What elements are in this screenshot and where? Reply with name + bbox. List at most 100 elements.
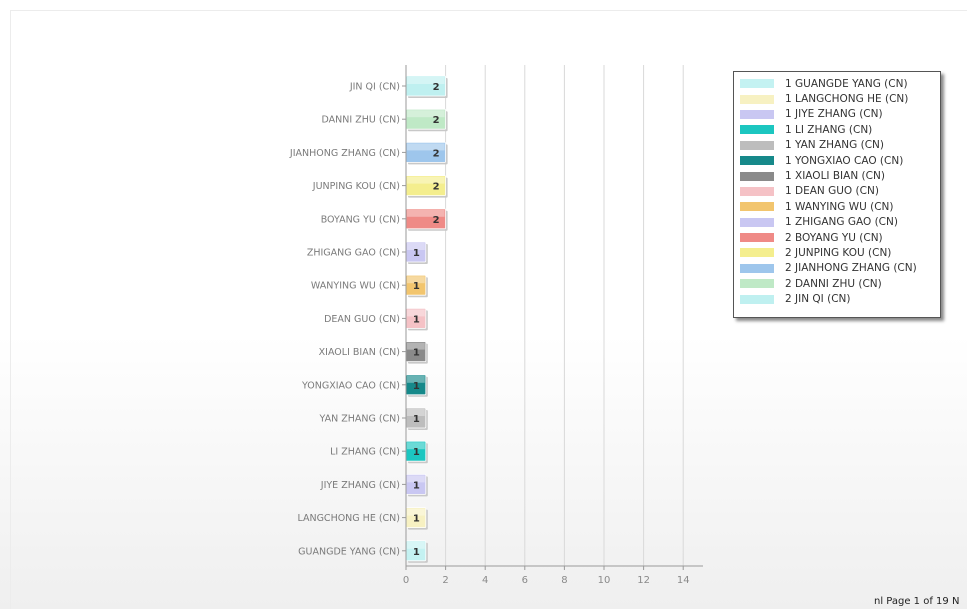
bar-highlight bbox=[407, 475, 425, 483]
category-label: JUNPING KOU (CN) bbox=[312, 181, 400, 192]
data-label: 1 bbox=[413, 414, 420, 425]
legend-label: 1 ZHIGANG GAO (CN) bbox=[785, 216, 898, 229]
legend-item: 1 LI ZHANG (CN) bbox=[740, 122, 940, 137]
legend-item: 1 JIYE ZHANG (CN) bbox=[740, 107, 940, 122]
x-tick-label: 0 bbox=[403, 575, 409, 586]
legend-label: 2 JIANHONG ZHANG (CN) bbox=[785, 262, 917, 275]
category-label: JIYE ZHANG (CN) bbox=[320, 480, 400, 491]
legend-swatch bbox=[740, 171, 774, 181]
legend-item: 1 YAN ZHANG (CN) bbox=[740, 138, 940, 153]
bar-highlight bbox=[407, 409, 425, 416]
legend-item: 1 DEAN GUO (CN) bbox=[740, 184, 940, 199]
data-label: 1 bbox=[413, 547, 420, 558]
legend-item: 1 WANYING WU (CN) bbox=[740, 199, 940, 214]
category-label: DEAN GUO (CN) bbox=[324, 314, 400, 325]
legend-label: 1 JIYE ZHANG (CN) bbox=[785, 108, 883, 121]
category-label: DANNI ZHU (CN) bbox=[322, 115, 400, 126]
x-tick-label: 10 bbox=[598, 575, 611, 586]
x-tick-label: 4 bbox=[482, 575, 488, 586]
data-label: 2 bbox=[433, 115, 440, 126]
legend-swatch bbox=[740, 125, 774, 135]
legend-swatch bbox=[740, 217, 774, 227]
legend-swatch bbox=[740, 202, 774, 212]
legend-swatch bbox=[740, 94, 774, 104]
x-tick-label: 8 bbox=[561, 575, 567, 586]
legend-swatch bbox=[740, 263, 774, 273]
legend-swatch bbox=[740, 156, 774, 166]
legend-label: 1 GUANGDE YANG (CN) bbox=[785, 77, 908, 90]
legend-swatch bbox=[740, 186, 774, 196]
data-label: 2 bbox=[433, 215, 440, 226]
bar-highlight bbox=[407, 143, 445, 151]
legend-label: 1 WANYING WU (CN) bbox=[785, 200, 894, 213]
category-label: ZHIGANG GAO (CN) bbox=[307, 248, 400, 259]
category-label: GUANGDE YANG (CN) bbox=[298, 546, 400, 557]
legend-swatch bbox=[740, 233, 774, 243]
category-label: JIANHONG ZHANG (CN) bbox=[289, 148, 400, 159]
data-label: 2 bbox=[433, 182, 440, 193]
legend-swatch bbox=[740, 294, 774, 304]
x-tick-label: 2 bbox=[442, 575, 448, 586]
bar-highlight bbox=[407, 375, 425, 383]
category-label: BOYANG YU (CN) bbox=[321, 214, 400, 225]
data-label: 1 bbox=[413, 348, 420, 359]
legend-item: 1 YONGXIAO CAO (CN) bbox=[740, 153, 940, 168]
legend-item: 1 GUANGDE YANG (CN) bbox=[740, 76, 940, 91]
legend-swatch bbox=[740, 279, 774, 289]
legend-swatch bbox=[740, 140, 774, 150]
bar-highlight bbox=[407, 541, 425, 549]
bar-highlight bbox=[407, 442, 425, 450]
x-tick-label: 14 bbox=[677, 575, 690, 586]
data-label: 1 bbox=[413, 514, 420, 525]
legend-label: 1 LANGCHONG HE (CN) bbox=[785, 93, 909, 106]
data-label: 1 bbox=[413, 281, 420, 292]
legend-item: 1 XIAOLI BIAN (CN) bbox=[740, 168, 940, 183]
data-label: 1 bbox=[413, 248, 420, 259]
data-label: 1 bbox=[413, 381, 420, 392]
legend-label: 1 DEAN GUO (CN) bbox=[785, 185, 879, 198]
category-label: LI ZHANG (CN) bbox=[330, 447, 400, 458]
x-tick-label: 6 bbox=[522, 575, 528, 586]
bar-highlight bbox=[407, 110, 445, 118]
bar-highlight bbox=[407, 342, 425, 350]
legend-item: 1 ZHIGANG GAO (CN) bbox=[740, 215, 940, 230]
page-indicator: nl Page 1 of 19 N bbox=[874, 596, 960, 607]
legend-label: 1 XIAOLI BIAN (CN) bbox=[785, 170, 885, 183]
category-label: JIN QI (CN) bbox=[349, 82, 400, 93]
legend-swatch bbox=[740, 248, 774, 258]
category-label: LANGCHONG HE (CN) bbox=[297, 513, 400, 524]
bar-highlight bbox=[407, 276, 425, 284]
legend-item: 2 BOYANG YU (CN) bbox=[740, 230, 940, 245]
legend-label: 2 JUNPING KOU (CN) bbox=[785, 246, 892, 259]
legend-label: 1 YONGXIAO CAO (CN) bbox=[785, 154, 904, 167]
legend-item: 2 JUNPING KOU (CN) bbox=[740, 245, 940, 260]
data-label: 1 bbox=[413, 447, 420, 458]
legend-item: 2 DANNI ZHU (CN) bbox=[740, 276, 940, 291]
category-label: WANYING WU (CN) bbox=[311, 281, 400, 292]
legend-item: 2 JIN QI (CN) bbox=[740, 291, 940, 306]
chart-frame bbox=[10, 10, 967, 609]
bar-highlight bbox=[407, 209, 445, 217]
category-label: XIAOLI BIAN (CN) bbox=[319, 347, 400, 358]
category-label: YAN ZHANG (CN) bbox=[319, 414, 400, 425]
legend-label: 1 LI ZHANG (CN) bbox=[785, 123, 873, 136]
chart-legend: 1 GUANGDE YANG (CN) 1 LANGCHONG HE (CN) 1 … bbox=[733, 71, 941, 318]
bar-highlight bbox=[407, 176, 445, 184]
legend-swatch bbox=[740, 109, 774, 119]
bar-highlight bbox=[407, 309, 425, 317]
x-tick-label: 12 bbox=[637, 575, 650, 586]
data-label: 2 bbox=[433, 148, 440, 159]
bar-layer: 2 2 2 2 2 1 1 1 1 1 1 1 1 1 1 bbox=[405, 75, 448, 563]
legend-label: 2 DANNI ZHU (CN) bbox=[785, 277, 882, 290]
legend-label: 2 JIN QI (CN) bbox=[785, 293, 851, 306]
legend-item: 1 LANGCHONG HE (CN) bbox=[740, 91, 940, 106]
data-label: 2 bbox=[433, 82, 440, 93]
bar-highlight bbox=[407, 77, 445, 84]
bar-highlight bbox=[407, 508, 425, 516]
grid-layer bbox=[445, 65, 684, 566]
data-label: 1 bbox=[413, 314, 420, 325]
legend-label: 1 YAN ZHANG (CN) bbox=[785, 139, 884, 152]
legend-label: 2 BOYANG YU (CN) bbox=[785, 231, 883, 244]
